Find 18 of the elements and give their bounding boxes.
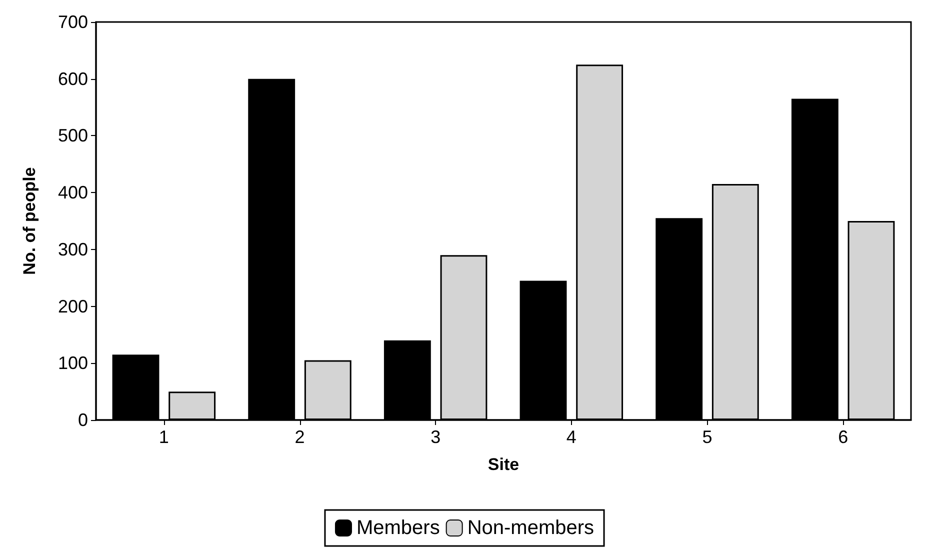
y-axis-title: No. of people xyxy=(20,167,39,275)
y-tick-label: 100 xyxy=(58,353,88,374)
y-tick-label: 700 xyxy=(58,12,88,32)
y-tick-label: 200 xyxy=(58,296,88,316)
y-tick-label: 500 xyxy=(58,126,88,146)
y-tick-label: 400 xyxy=(58,182,88,203)
y-tick-label: 0 xyxy=(78,410,88,430)
x-tick-label: 2 xyxy=(294,427,305,447)
legend-label: Non-members xyxy=(467,517,594,539)
x-tick-label: 5 xyxy=(702,427,712,447)
x-tick-label: 4 xyxy=(566,427,576,447)
x-tick-label: 6 xyxy=(838,427,848,447)
x-axis-title: Site xyxy=(488,455,520,474)
y-tick-label: 300 xyxy=(58,239,88,260)
y-tick-label: 600 xyxy=(58,68,88,89)
x-tick-label: 1 xyxy=(158,427,169,447)
legend-label: Members xyxy=(356,517,440,539)
x-tick-label: 3 xyxy=(430,427,441,447)
